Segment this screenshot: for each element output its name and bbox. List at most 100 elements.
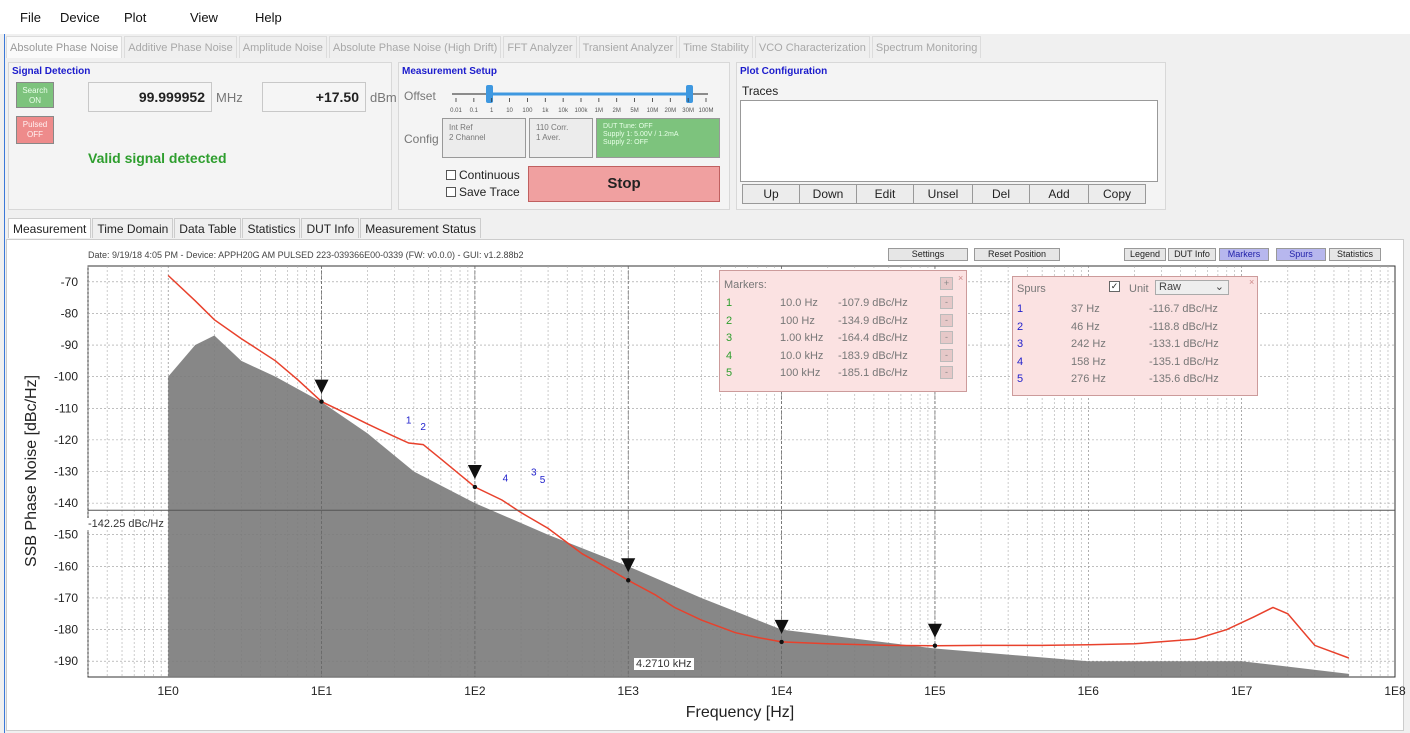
y-tick-label: -100 [54,370,78,384]
spur-row-value: -135.6 dBc/Hz [1149,373,1219,385]
offset-tick-label: 10 [506,108,513,114]
signal-detection-title: Signal Detection [12,66,91,77]
frequency-unit: MHz [216,90,243,105]
tab-measurement-status[interactable]: Measurement Status [360,218,481,238]
offset-slider-start-handle[interactable] [486,85,493,103]
marker-row-frequency: 1.00 kHz [780,332,824,344]
spurs-unit-checkbox[interactable]: ✓ [1109,281,1120,292]
tab-statistics[interactable]: Statistics [242,218,301,238]
y-tick-label: -180 [54,623,78,637]
plot-header: Date: 9/19/18 4:05 PM - Device: APPH20G … [88,250,524,260]
spurs-unit-label: Unit [1129,283,1149,295]
menu-file[interactable]: File [20,10,41,25]
menu-device[interactable]: Device [60,10,100,25]
stop-button[interactable]: Stop [528,166,720,202]
dut-info-button[interactable]: DUT Info [1168,248,1216,261]
marker-row-value: -164.4 dBc/Hz [838,332,908,344]
remove-marker-icon[interactable]: - [940,366,953,379]
continuous-checkbox-box[interactable] [446,170,456,180]
x-tick-label: 1E0 [158,684,180,698]
spur-row-frequency: 242 Hz [1071,338,1106,350]
close-icon[interactable]: × [1249,277,1255,287]
trace-edit-button[interactable]: Edit [856,184,914,204]
tab-absolute-phase-noise-high-drift[interactable]: Absolute Phase Noise (High Drift) [328,36,502,58]
trace-copy-button[interactable]: Copy [1088,184,1146,204]
marker-triangle [314,379,329,394]
continuous-checkbox[interactable]: Continuous [446,168,520,182]
noise-floor-area [168,335,1349,677]
spur-row-frequency: 276 Hz [1071,373,1106,385]
tab-absolute-phase-noise[interactable]: Absolute Phase Noise [6,36,123,58]
spurs-button[interactable]: Spurs [1276,248,1326,261]
spurs-unit-select[interactable]: Raw ⌄ [1155,280,1229,295]
menu-plot[interactable]: Plot [124,10,147,25]
chart-axis-labels: -70 -80 -90 -100 -110 -120 -130 -140 -150 -160 -17… [54,275,1406,698]
tab-fft-analyzer[interactable]: FFT Analyzer [503,36,577,58]
spur-label: 5 [540,475,546,486]
config-dut-line-1: DUT Tune: OFF [603,123,653,130]
spur-label: 3 [531,467,537,478]
trace-delete-button[interactable]: Del [972,184,1030,204]
legend-button[interactable]: Legend [1124,248,1166,261]
tab-vco-characterization[interactable]: VCO Characterization [754,36,870,58]
statistics-button[interactable]: Statistics [1329,248,1381,261]
plot-settings-button[interactable]: Settings [888,248,968,261]
traces-label: Traces [742,84,779,98]
marker-point [319,399,324,404]
tab-spectrum-monitoring[interactable]: Spectrum Monitoring [871,36,982,58]
config-dut-line-2: Supply 1: 5.00V / 1.2mA [603,131,679,138]
offset-tick-label: 100 [522,108,533,114]
add-marker-icon[interactable]: + [940,277,953,290]
marker-row-frequency: 10.0 kHz [780,349,824,362]
remove-marker-icon[interactable]: - [940,331,953,344]
save-trace-checkbox[interactable]: Save Trace [446,185,520,199]
trace-add-button[interactable]: Add [1029,184,1089,204]
markers-box[interactable]: Markers: + × 1 10.0 Hz -107.9 dBc/Hz - 2 100 … [719,270,967,392]
search-toggle-button[interactable]: Search ON [16,82,54,108]
hline-label: -142.25 dBc/Hz [86,518,166,530]
cursor-label: 4.2710 kHz [634,658,694,670]
tab-time-domain[interactable]: Time Domain [92,218,174,238]
config-reference-button[interactable]: Int Ref 2 Channel [442,118,526,158]
remove-marker-icon[interactable]: - [940,313,953,327]
marker-row-index: 1 [726,297,733,309]
spurs-box[interactable]: Spurs ✓ Unit Raw ⌄ × 1 37 Hz -116.7 dBc/Hz… [1012,276,1258,396]
menu-view[interactable]: View [190,10,218,25]
tab-measurement[interactable]: Measurement [8,218,92,238]
remove-marker-icon[interactable]: - [940,348,953,362]
config-dut-button[interactable]: DUT Tune: OFF Supply 1: 5.00V / 1.2mA Su… [596,118,720,158]
remove-marker-icon[interactable]: - [940,296,953,309]
tab-amplitude-noise[interactable]: Amplitude Noise [238,36,327,58]
pulsed-toggle-button[interactable]: Pulsed OFF [16,116,54,144]
config-reference-line-1: Int Ref [449,123,473,132]
config-correlation-button[interactable]: 110 Corr. 1 Aver. [529,118,593,158]
tab-data-table[interactable]: Data Table [174,218,242,238]
tab-additive-phase-noise[interactable]: Additive Phase Noise [124,36,237,58]
marker-triangle [774,619,789,634]
markers-button[interactable]: Markers [1219,248,1269,261]
y-tick-label: -120 [54,433,78,447]
marker-row-frequency: 100 kHz [780,367,821,379]
offset-tick-label: 2M [613,108,621,114]
x-tick-label: 1E1 [311,684,333,698]
tab-dut-info[interactable]: DUT Info [301,218,360,238]
traces-list[interactable] [740,100,1158,182]
app-frame [4,34,1408,733]
spur-label: 1 [406,415,412,426]
plot-configuration-title: Plot Configuration [740,66,828,77]
config-reference-line-2: 2 Channel [449,133,486,142]
spur-row-index: 3 [1017,338,1024,350]
x-tick-label: 1E6 [1078,684,1100,698]
save-trace-label: Save Trace [459,185,520,199]
trace-unselect-button[interactable]: Unsel [913,184,973,204]
tab-time-stability[interactable]: Time Stability [679,36,753,58]
trace-down-button[interactable]: Down [799,184,857,204]
offset-slider[interactable]: 0.01 0.1 1 10 100 1k 10k 100k 1M 2M 5M 10M 20M 30M 100… [446,80,716,118]
menu-help[interactable]: Help [255,10,282,25]
close-icon[interactable]: × [958,273,964,283]
offset-tick-label: 10M [647,108,659,114]
tab-transient-analyzer[interactable]: Transient Analyzer [578,36,678,58]
save-trace-checkbox-box[interactable] [446,187,456,197]
reset-position-button[interactable]: Reset Position [974,248,1060,261]
offset-tick-label: 1M [595,108,603,114]
